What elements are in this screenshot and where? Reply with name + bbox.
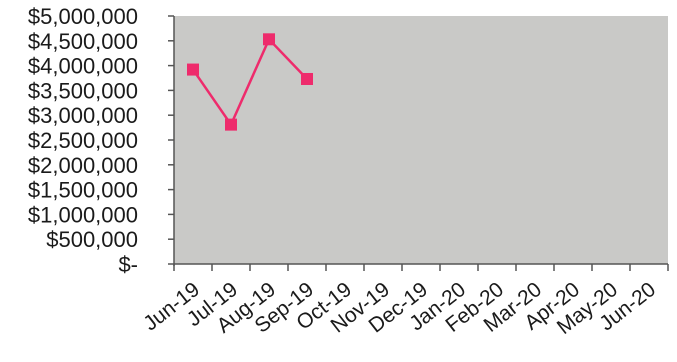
y-tick-label: $3,500,000 (28, 78, 138, 103)
x-axis-ticks: Jun-19Jul-19Aug-19Sep-19Oct-19Nov-19Dec-… (139, 264, 669, 339)
data-point-marker (225, 118, 237, 131)
plot-area (174, 16, 668, 264)
data-point-marker (263, 33, 275, 46)
y-tick-label: $5,000,000 (28, 4, 138, 29)
y-tick-label: $- (118, 252, 138, 277)
y-tick-label: $1,000,000 (28, 202, 138, 227)
y-tick-label: $4,000,000 (28, 54, 138, 79)
data-point-marker (301, 72, 313, 85)
y-tick-label: $2,500,000 (28, 128, 138, 153)
series-layer (187, 33, 313, 131)
y-axis-ticks: $5,000,000$4,500,000$4,000,000$3,500,000… (28, 4, 174, 277)
y-tick-label: $1,500,000 (28, 178, 138, 203)
y-tick-label: $3,000,000 (28, 103, 138, 128)
y-tick-label: $500,000 (46, 227, 138, 252)
y-tick-label: $4,500,000 (28, 29, 138, 54)
data-point-marker (187, 63, 199, 76)
series-line (191, 37, 308, 128)
y-tick-label: $2,000,000 (28, 153, 138, 178)
